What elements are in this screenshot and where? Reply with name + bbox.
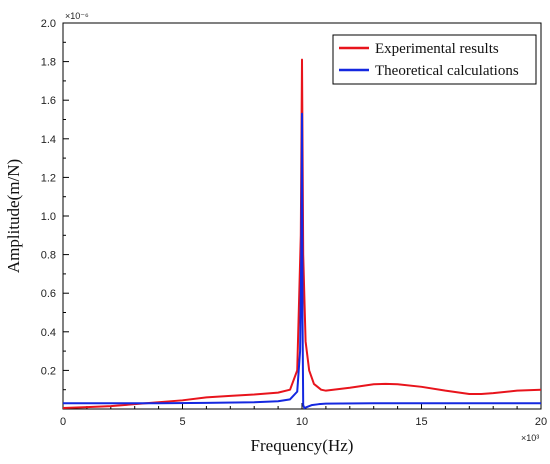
series-line-theoretical bbox=[63, 112, 541, 410]
x-tick-label: 15 bbox=[415, 416, 427, 428]
y-tick-label: 0.8 bbox=[41, 250, 56, 262]
x-axis-multiplier: ×10³ bbox=[521, 433, 539, 443]
series-layer bbox=[62, 58, 542, 410]
x-tick-label: 5 bbox=[179, 416, 185, 428]
y-tick-label: 1.6 bbox=[41, 95, 56, 107]
y-tick-label: 0.6 bbox=[41, 288, 56, 300]
series-line-experimental bbox=[62, 58, 542, 410]
legend-label-theoretical: Theoretical calculations bbox=[375, 63, 519, 79]
y-tick-label: 2.0 bbox=[41, 18, 56, 30]
y-tick-label: 0.2 bbox=[41, 365, 56, 377]
legend-box bbox=[332, 34, 537, 85]
x-tick-label: 10 bbox=[296, 416, 308, 428]
y-tick-label: 1.2 bbox=[41, 172, 56, 184]
y-tick-label: 0.4 bbox=[41, 327, 56, 339]
x-axis-title: Frequency(Hz) bbox=[251, 436, 354, 455]
legend: Experimental results Theoretical calcula… bbox=[332, 34, 537, 85]
y-tick-label: 1.0 bbox=[41, 211, 56, 223]
y-axis-title: Amplitude(m/N) bbox=[4, 159, 23, 273]
axis-ticks: 0 5 10 15 20 0.2 0.4 0.6 0.8 1.0 1.2 1.4 1.6 1.8 2.0 bbox=[41, 18, 547, 428]
x-tick-label: 20 bbox=[535, 416, 547, 428]
y-tick-label: 1.4 bbox=[41, 134, 56, 146]
y-tick-label: 1.8 bbox=[41, 57, 56, 69]
x-tick-label: 0 bbox=[60, 416, 66, 428]
y-axis-multiplier: ×10⁻⁶ bbox=[65, 11, 89, 21]
legend-label-experimental: Experimental results bbox=[375, 41, 499, 57]
